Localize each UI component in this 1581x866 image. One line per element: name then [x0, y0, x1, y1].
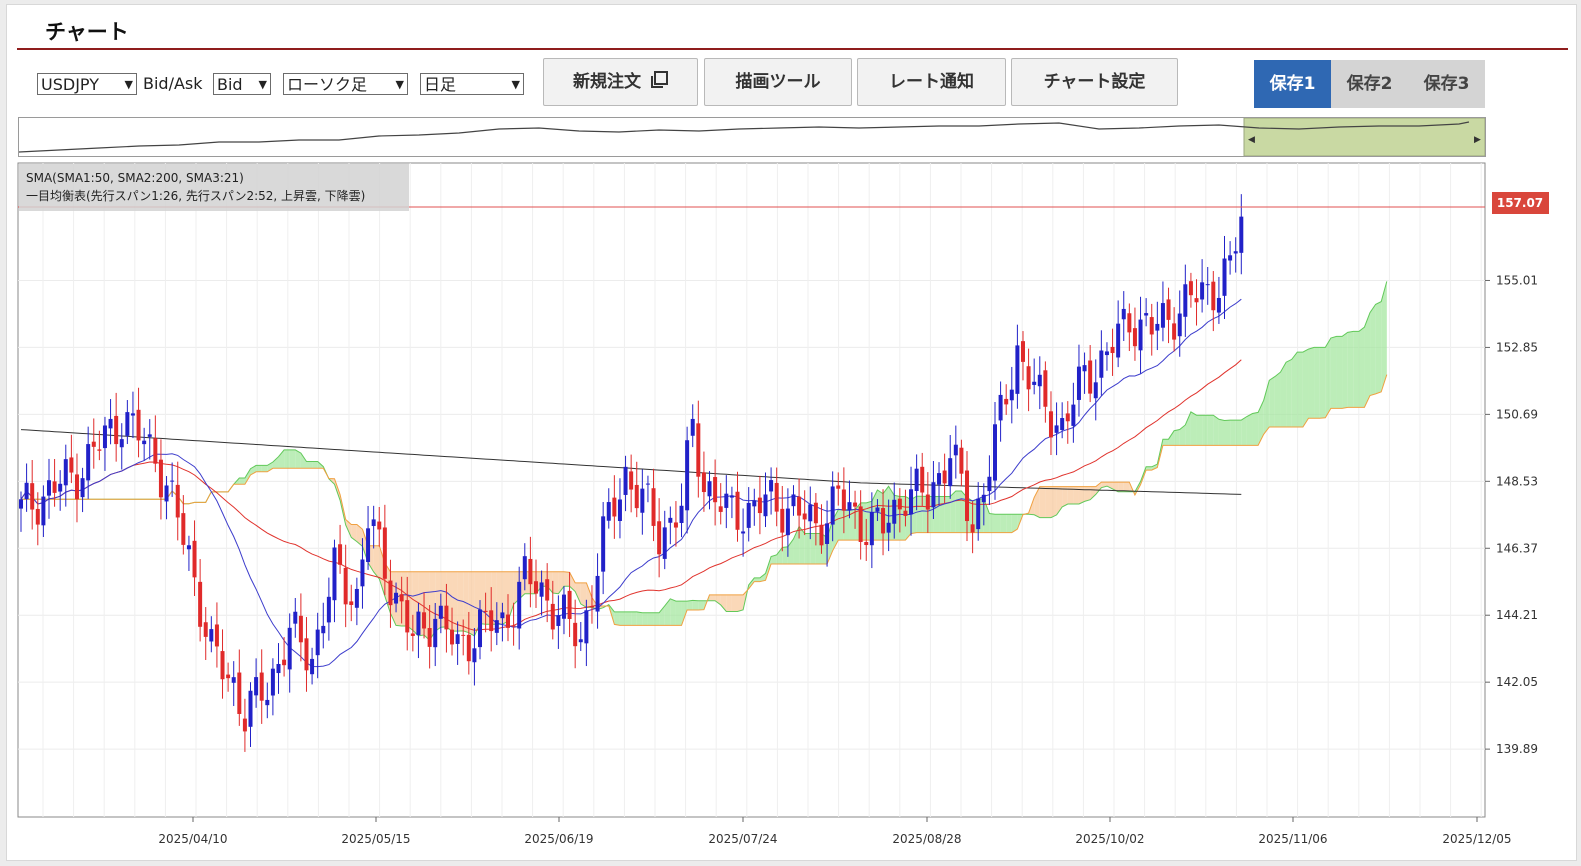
- draw-tools-button[interactable]: 描画ツール: [704, 58, 852, 106]
- chart-type-select[interactable]: ローソク足 ▼: [283, 73, 408, 95]
- bidask-select[interactable]: Bid ▼: [213, 73, 271, 95]
- chevron-down-icon: ▼: [511, 78, 520, 91]
- navigator-right-handle[interactable]: ▶: [1474, 135, 1481, 145]
- chevron-down-icon: ▼: [124, 78, 133, 91]
- new-order-button[interactable]: 新規注文: [543, 58, 698, 106]
- bidask-select-value: Bid: [217, 75, 243, 94]
- chevron-down-icon: ▼: [258, 78, 267, 91]
- symbol-select-value: USDJPY: [41, 75, 99, 94]
- chart-navigator[interactable]: ◀ ▶: [18, 117, 1486, 157]
- chart-type-select-value: ローソク足: [287, 75, 368, 94]
- bidask-label: Bid/Ask: [143, 74, 203, 93]
- navigator-price-line: [18, 121, 1470, 153]
- save-3-button[interactable]: 保存3: [1408, 60, 1485, 108]
- navigator-range-window[interactable]: [1243, 117, 1486, 157]
- save-2-button[interactable]: 保存2: [1331, 60, 1408, 108]
- rate-alert-button[interactable]: レート通知: [857, 58, 1006, 106]
- popup-window-icon: [650, 71, 668, 88]
- timeframe-select[interactable]: 日足 ▼: [420, 73, 524, 95]
- page-title: チャート: [45, 20, 129, 44]
- title-divider: [17, 48, 1568, 50]
- chevron-down-icon: ▼: [395, 78, 404, 91]
- chart-toolbar: USDJPY ▼ Bid/Ask Bid ▼ ローソク足 ▼ 日足 ▼ 新規注文…: [7, 5, 1576, 115]
- new-order-label: 新規注文: [573, 72, 642, 92]
- timeframe-select-value: 日足: [424, 75, 457, 94]
- symbol-select[interactable]: USDJPY ▼: [37, 73, 137, 95]
- chart-settings-button[interactable]: チャート設定: [1011, 58, 1178, 106]
- navigator-svg: ◀ ▶: [18, 117, 1486, 157]
- navigator-left-handle[interactable]: ◀: [1248, 135, 1255, 145]
- chart-panel: チャート USDJPY ▼ Bid/Ask Bid ▼ ローソク足 ▼ 日足 ▼…: [6, 4, 1577, 861]
- save-1-button[interactable]: 保存1: [1254, 60, 1331, 108]
